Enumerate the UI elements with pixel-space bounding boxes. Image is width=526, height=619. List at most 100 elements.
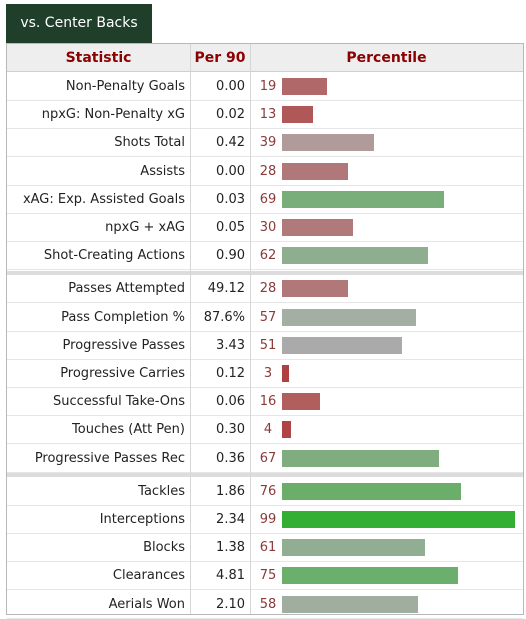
stat-name: Aerials Won: [108, 596, 185, 612]
percentile-bar: [282, 365, 289, 382]
per90-value: 0.90: [216, 248, 245, 264]
percentile-value: 51: [259, 337, 277, 353]
row-divider: [7, 241, 523, 242]
percentile-bar: [282, 219, 353, 236]
row-divider: [7, 387, 523, 388]
row-divider: [7, 443, 523, 445]
header-percentile: Percentile: [346, 50, 427, 66]
percentile-bar: [282, 106, 313, 124]
table-row: npxG: Non-Penalty xG 0.02 13: [7, 101, 523, 130]
tab-vs-center-backs[interactable]: vs. Center Backs: [6, 4, 152, 43]
stat-name: Tackles: [138, 483, 185, 499]
table-row: Pass Completion % 87.6% 57: [7, 304, 523, 332]
section-separator: [7, 270, 523, 275]
percentile-value: 4: [263, 422, 273, 438]
table-row: npxG + xAG 0.05 30: [7, 214, 523, 242]
row-divider: [7, 415, 523, 417]
row-divider: [7, 100, 523, 101]
stat-name: Non-Penalty Goals: [65, 79, 185, 94]
table-row: Shots Total 0.42 39: [7, 129, 523, 158]
percentile-value: 39: [259, 135, 277, 151]
per90-value: 1.86: [216, 483, 245, 499]
stat-name: Clearances: [112, 568, 185, 584]
row-divider: [7, 156, 523, 158]
row-divider: [7, 269, 523, 271]
percentile-bar: [282, 511, 515, 528]
percentile-bar: [282, 190, 444, 208]
row-divider: [7, 589, 523, 591]
column-divider: [250, 44, 251, 614]
row-divider: [7, 128, 523, 130]
per90-value: 2.34: [216, 512, 245, 527]
percentile-bar: [282, 78, 327, 95]
table-row: Passes Attempted 49.12 28: [7, 275, 523, 304]
stat-name: Pass Completion %: [61, 309, 185, 325]
percentile-bar: [282, 567, 458, 585]
percentile-bar: [282, 539, 425, 557]
stat-name: xAG: Exp. Assisted Goals: [22, 191, 185, 207]
percentile-value: 57: [259, 309, 277, 325]
percentile-bar: [282, 336, 402, 354]
row-divider: [7, 533, 523, 534]
percentile-value: 13: [259, 107, 277, 123]
stat-name: Successful Take-Ons: [52, 394, 185, 410]
per90-value: 87.6%: [203, 309, 245, 325]
per90-value: 0.00: [216, 163, 245, 179]
stat-name: Interceptions: [99, 512, 185, 527]
stat-name: Assists: [140, 163, 185, 179]
stat-name: Progressive Carries: [60, 366, 185, 381]
percentile-value: 76: [259, 483, 277, 499]
percentile-value: 67: [259, 450, 277, 466]
row-divider: [7, 212, 523, 214]
table-row: Successful Take-Ons 0.06 16: [7, 388, 523, 417]
stat-name: Touches (Att Pen): [72, 422, 185, 438]
per90-value: 49.12: [207, 281, 245, 297]
percentile-bar: [282, 393, 320, 411]
per90-value: 0.30: [216, 422, 245, 438]
table-header: Statistic Per 90 Percentile: [7, 44, 523, 72]
stat-name: Passes Attempted: [68, 281, 185, 297]
table-row: Progressive Passes 3.43 51: [7, 332, 523, 360]
table-row: Aerials Won 2.10 58: [7, 591, 523, 619]
scouting-report-table: Statistic Per 90 Percentile Non-Penalty …: [6, 43, 524, 619]
row-divider: [7, 330, 523, 332]
row-divider: [7, 302, 523, 304]
per90-value: 0.06: [216, 394, 245, 410]
percentile-value: 28: [259, 163, 277, 179]
table-row: Clearances 4.81 75: [7, 562, 523, 591]
percentile-value: 58: [259, 596, 277, 612]
per90-value: 2.10: [216, 596, 245, 612]
percentile-bar: [282, 308, 416, 326]
per90-value: 3.43: [216, 337, 245, 353]
table-row: Touches (Att Pen) 0.30 4: [7, 416, 523, 445]
percentile-bar: [282, 247, 428, 265]
stat-name: npxG: Non-Penalty xG: [41, 107, 185, 123]
row-divider: [7, 184, 523, 186]
percentile-value: 61: [259, 540, 277, 556]
stat-name: Shots Total: [114, 135, 185, 151]
row-divider: [7, 504, 523, 506]
percentile-value: 62: [259, 248, 277, 264]
stat-name: Progressive Passes: [62, 337, 185, 353]
percentile-bar: [282, 482, 461, 500]
row-divider: [7, 561, 523, 563]
table-row: Interceptions 2.34 99: [7, 506, 523, 534]
percentile-value: 28: [259, 281, 277, 297]
stat-name: Blocks: [143, 540, 185, 556]
table-row: Non-Penalty Goals 0.00 19: [7, 73, 523, 101]
percentile-value: 3: [263, 366, 273, 381]
per90-value: 0.12: [216, 366, 245, 381]
per90-value: 0.05: [216, 220, 245, 235]
stat-name: Shot-Creating Actions: [43, 248, 185, 264]
stat-name: Progressive Passes Rec: [34, 450, 185, 466]
percentile-value: 75: [259, 568, 277, 584]
per90-value: 0.02: [216, 107, 245, 123]
percentile-bar: [282, 449, 439, 467]
per90-value: 0.42: [216, 135, 245, 151]
row-divider: [7, 471, 523, 473]
percentile-bar: [282, 421, 291, 439]
percentile-value: 99: [259, 512, 277, 527]
table-row: Assists 0.00 28: [7, 158, 523, 186]
percentile-value: 30: [259, 220, 277, 235]
percentile-bar: [282, 280, 348, 298]
